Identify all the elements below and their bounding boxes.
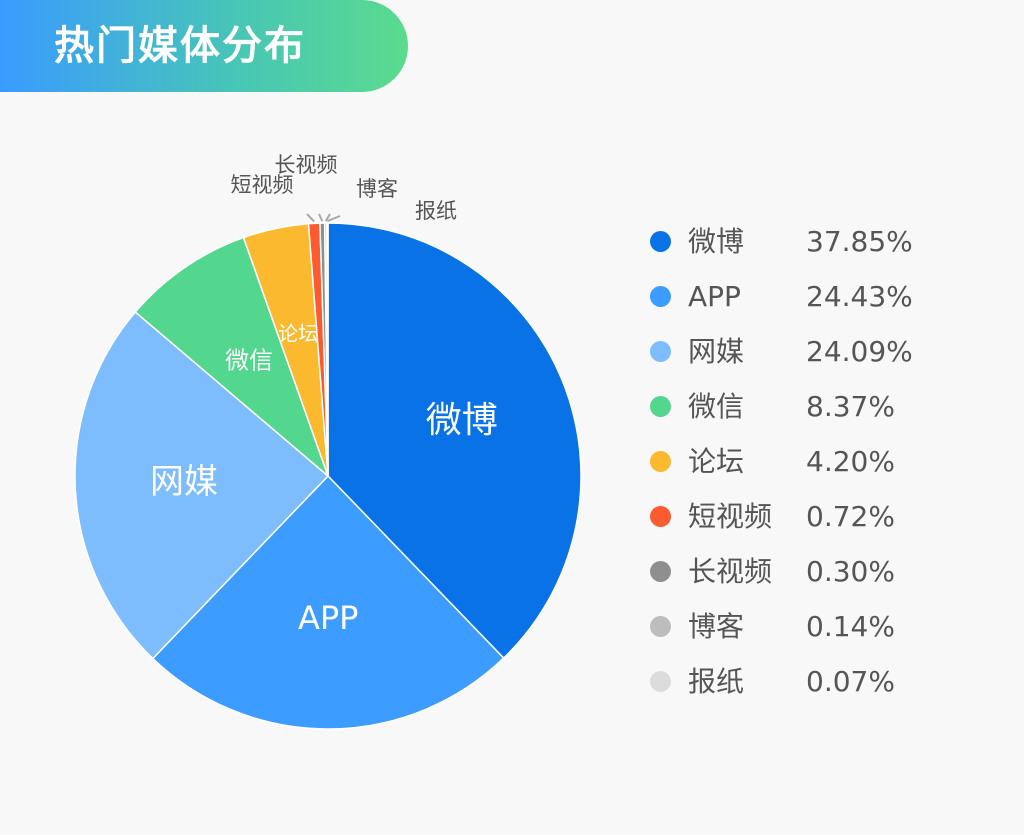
legend-value: 0.30% (806, 555, 895, 588)
legend-value: 37.85% (806, 225, 913, 258)
legend-label: 网媒 (688, 335, 745, 368)
legend-label: 长视频 (688, 555, 773, 588)
pie-leader-line-8 (327, 215, 341, 222)
pie-leader-line-7 (324, 213, 331, 222)
legend-item: APP 24.43% (650, 269, 990, 324)
legend-color-dot (650, 561, 671, 582)
page-title: 热门媒体分布 (54, 23, 306, 69)
pie-label-7: 博客 (356, 177, 398, 201)
pie-label-5: 短视频 (231, 173, 294, 197)
legend-item: 报纸 0.07% (650, 654, 990, 709)
legend-label: 微信 (688, 390, 745, 423)
legend-item: 论坛 4.20% (650, 434, 990, 489)
legend-value: 0.14% (806, 610, 895, 643)
pie-leader-lines (306, 213, 341, 223)
legend-item: 博客 0.14% (650, 599, 990, 654)
title-banner: 热门媒体分布 (0, 0, 408, 92)
legend-color-dot (650, 506, 671, 527)
legend-value: 24.43% (806, 280, 913, 313)
legend-item: 长视频 0.30% (650, 544, 990, 599)
pie-leader-line-5 (306, 213, 315, 223)
pie-slice-3 (134, 236, 330, 479)
pie-slice-2 (74, 310, 330, 660)
pie-label-2: 网媒 (150, 462, 218, 502)
pie-label-4: 论坛 (278, 321, 318, 345)
pie-slices (74, 222, 582, 730)
pie-label-3: 微信 (225, 346, 273, 374)
pie-slice-0 (327, 222, 582, 660)
pie-label-8: 报纸 (415, 199, 457, 223)
legend-label: 微博 (688, 225, 745, 258)
pie-slice-1 (151, 474, 505, 730)
chart-legend: 微博 37.85% APP 24.43% 网媒 24.09% 微信 8.37% 论坛 4.20% 短… (650, 214, 990, 709)
pie-leader-line-6 (318, 213, 324, 222)
legend-label: 短视频 (688, 500, 773, 533)
legend-item: 微信 8.37% (650, 379, 990, 434)
legend-label: 博客 (688, 610, 745, 643)
legend-value: 0.07% (806, 665, 895, 698)
legend-value: 4.20% (806, 445, 895, 478)
legend-color-dot (650, 616, 671, 637)
legend-value: 8.37% (806, 390, 895, 423)
pie-label-6: 长视频 (275, 153, 338, 177)
legend-value: 0.72% (806, 500, 895, 533)
legend-label: 报纸 (688, 665, 745, 698)
legend-color-dot (650, 396, 671, 417)
pie-label-1: APP (298, 599, 358, 637)
legend-color-dot (650, 231, 671, 252)
pie-slice-8 (326, 222, 329, 477)
pie-label-0: 微博 (426, 400, 498, 441)
legend-label: 论坛 (688, 445, 745, 478)
legend-label: APP (688, 280, 741, 313)
legend-color-dot (650, 341, 671, 362)
legend-item: 短视频 0.72% (650, 489, 990, 544)
legend-color-dot (650, 286, 671, 307)
legend-item: 网媒 24.09% (650, 324, 990, 379)
legend-color-dot (650, 451, 671, 472)
legend-value: 24.09% (806, 335, 913, 368)
legend-color-dot (650, 671, 671, 692)
legend-item: 微博 37.85% (650, 214, 990, 269)
